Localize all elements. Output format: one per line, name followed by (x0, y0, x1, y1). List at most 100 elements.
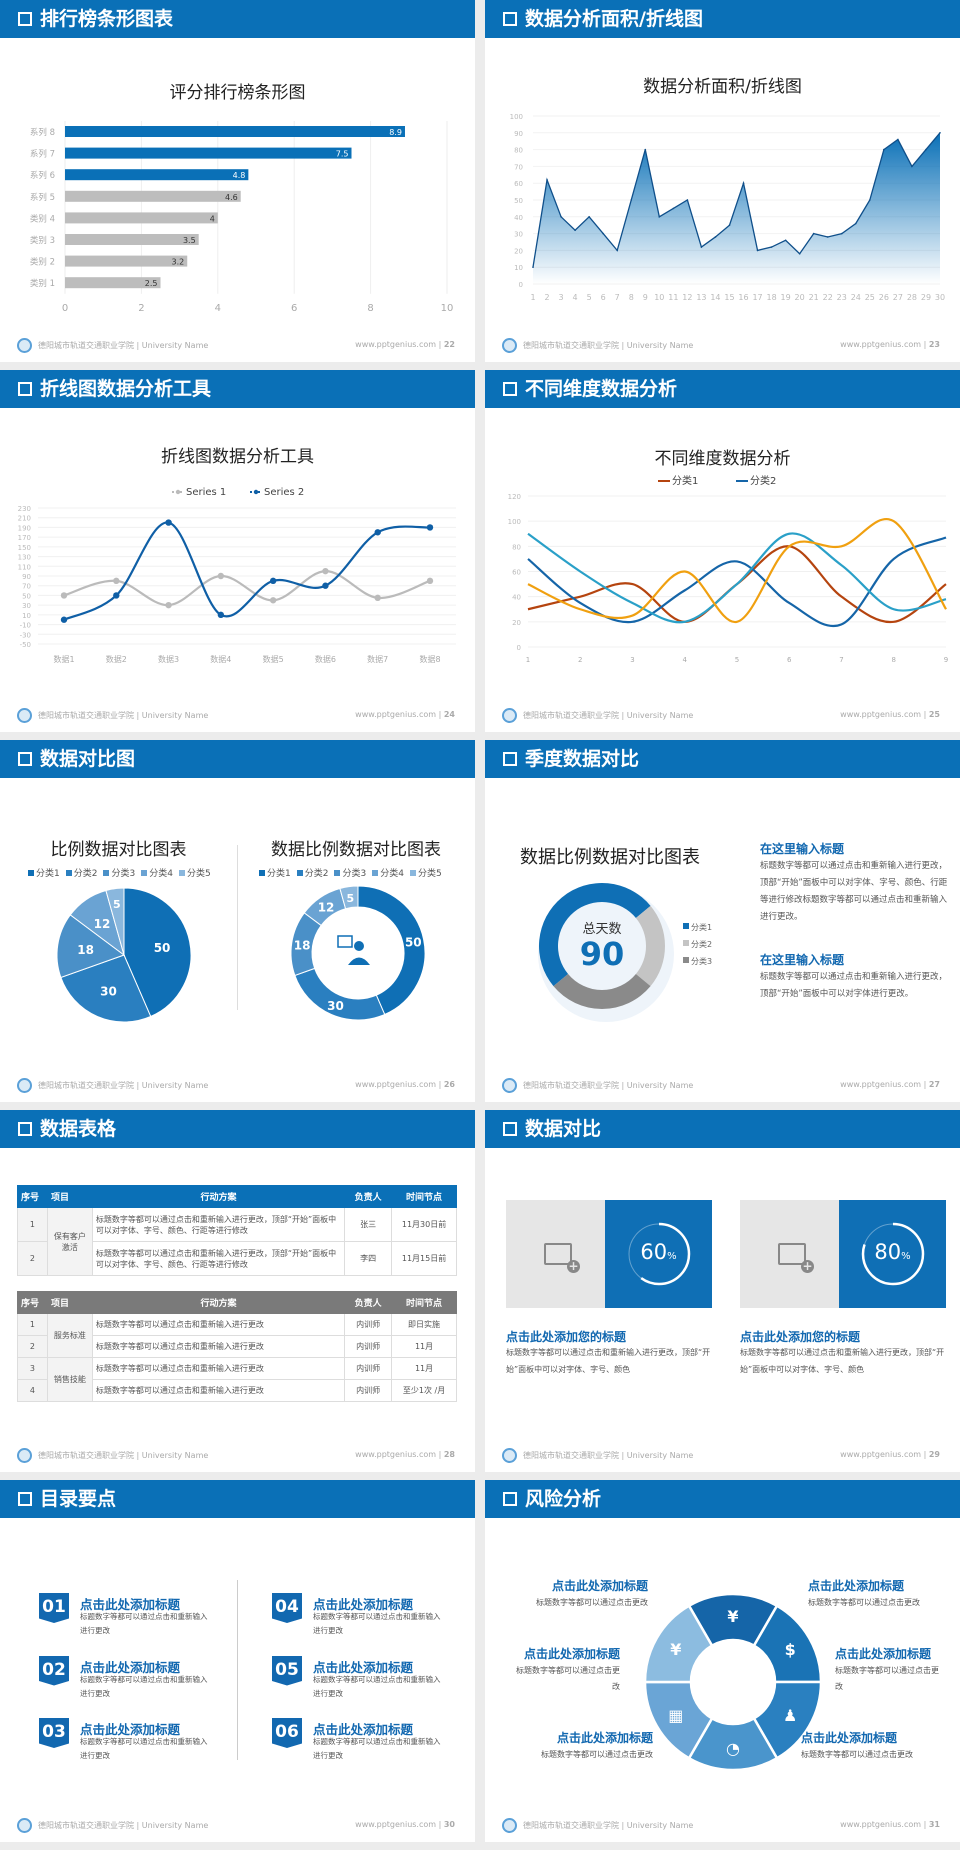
line-chart: 2302101901701501301109070503010-10-30-50… (18, 487, 456, 664)
data-point (165, 601, 172, 609)
checkbox-square-icon (18, 752, 32, 766)
data-point (574, 229, 576, 232)
x-tick-label: 15 (724, 293, 734, 302)
add-image-icon[interactable] (778, 1243, 814, 1273)
series-line (527, 518, 947, 623)
x-tick-label: 17 (752, 293, 762, 302)
y-tick-label: 100 (510, 113, 523, 121)
card-heading[interactable]: 点击此处添加您的标题 (506, 1330, 627, 1344)
data-point (60, 616, 68, 623)
risk-item-text: 标题数字等都可以通过点击更改 (835, 1666, 939, 1691)
bar (65, 147, 352, 159)
chart-title: 数据分析面积/折线图 (643, 77, 802, 97)
cell-time: 11月30日前 (391, 1207, 457, 1242)
risk-item-title[interactable]: 点击此处添加标题 (801, 1731, 898, 1745)
x-tick-label: 10 (654, 293, 664, 302)
x-tick-label: 8 (892, 656, 896, 664)
y-tick-label: 70 (514, 163, 523, 171)
data-point (113, 577, 120, 585)
school-logo (502, 1818, 517, 1833)
risk-item-title[interactable]: 点击此处添加标题 (835, 1647, 932, 1661)
risk-item-title[interactable]: 点击此处添加标题 (808, 1579, 905, 1593)
divider (237, 1580, 238, 1760)
bar (65, 234, 199, 245)
column-header: 负责人 (344, 1185, 393, 1208)
slide-title: 数据表格 (40, 1118, 117, 1140)
y-tick-label: 50 (514, 197, 523, 205)
item-number-badge: 03 (39, 1718, 69, 1748)
slice-label: 18 (294, 939, 311, 953)
legend-swatch (103, 870, 110, 876)
legend-marker (253, 489, 259, 495)
legend-swatch (141, 870, 148, 876)
footer-school: 德阳城市轨道交通职业学院 | University Name (523, 341, 694, 350)
cell-time: 至少1次 /月 (391, 1379, 457, 1402)
slice-分类2 (60, 954, 152, 1023)
cell-plan: 标题数字等都可以通过点击和重新输入进行更改 (91, 1357, 346, 1380)
card-heading[interactable]: 点击此处添加您的标题 (740, 1330, 861, 1344)
slice-分类3 (553, 974, 651, 1009)
checkbox-square-icon (503, 752, 517, 766)
y-tick-label: 80 (512, 543, 521, 551)
cell-time: 11月15日前 (391, 1241, 457, 1276)
risk-item-title[interactable]: 点击此处添加标题 (523, 1647, 620, 1661)
x-tick-label: 2 (138, 303, 144, 314)
bar (65, 126, 405, 137)
item-title[interactable]: 点击此处添加标题 (313, 1659, 414, 1675)
risk-item-title[interactable]: 点击此处添加标题 (551, 1579, 648, 1593)
x-tick-label: 11 (668, 293, 678, 302)
cell-owner: 内训师 (344, 1313, 393, 1336)
item-title[interactable]: 点击此处添加标题 (80, 1722, 181, 1737)
slide-multi-dimension: 不同维度数据分析 不同维度数据分析 0 20 40 60 80 100 120 1 2 3 4 5 6 7… (485, 370, 960, 732)
table-row: 1 服务标准 标题数字等都可以通过点击和重新输入进行更改 内训师 即日实施 (17, 1313, 457, 1358)
data-point (60, 592, 68, 599)
x-tick-label: 数据5 (263, 654, 284, 664)
school-logo (502, 1448, 517, 1463)
data-point (728, 224, 731, 226)
table-row: 2 标题数字等都可以通过点击和重新输入进行更改，顶部“开始”面板中可以对字体、字号… (17, 1241, 457, 1276)
legend-swatch (296, 870, 303, 876)
legend-swatch (28, 870, 34, 876)
slice-分类2 (635, 905, 665, 987)
slide-data-table: 数据表格 序号 项目 行动方案 负责人 时间节点 1 保有客户激活 标题数字等都可以通过点击和… (0, 1110, 475, 1472)
x-tick-label: 6 (291, 303, 297, 314)
y-tick-label: 70 (22, 583, 31, 591)
item-title[interactable]: 点击此处添加标题 (313, 1597, 414, 1612)
y-tick-label: 130 (18, 554, 31, 562)
pie-legend: 分类1 分类2 分类3 分类4 分类5 (22, 866, 211, 879)
slice-分类5 (105, 887, 125, 956)
slide-header: 数据分析面积/折线图 (485, 0, 960, 38)
page-number: 24 (443, 710, 455, 719)
column-header: 行动方案 (91, 1185, 346, 1208)
data-point (840, 232, 843, 235)
legend-label: 分类2 (750, 474, 776, 487)
block-heading: 在这里输入标题 (760, 842, 845, 856)
school-logo (502, 338, 517, 353)
slice-label: 12 (94, 917, 111, 931)
chart-title: 数据比例数据对比图表 (520, 847, 700, 868)
checkbox-square-icon (18, 382, 32, 396)
item-title[interactable]: 点击此处添加标题 (80, 1597, 181, 1612)
legend-label: 分类5 (417, 869, 442, 879)
x-tick-label: 1 (526, 656, 530, 664)
data-point (269, 577, 277, 585)
x-tick-label: 数据6 (315, 654, 336, 664)
page-number: 23 (928, 340, 940, 349)
add-image-icon[interactable] (544, 1243, 580, 1273)
action-table-1: 序号 项目 行动方案 负责人 时间节点 1 保有客户激活 标题数字等都可以通过点击和重新输入进… (17, 1185, 457, 1276)
legend-swatch (683, 957, 689, 963)
footer-url: www.pptgenius.com | 30 (355, 1820, 455, 1829)
cell-plan: 标题数字等都可以通过点击和重新输入进行更改 (91, 1335, 346, 1358)
x-tick-label: 数据8 (419, 654, 440, 664)
y-tick-label: -50 (20, 641, 31, 649)
item-title[interactable]: 点击此处添加标题 (80, 1659, 181, 1675)
slide-pie-compare: 数据对比图 比例数据对比图表 数据比例数据对比图表 分类1 分类2 分类3 分类4 分类… (0, 740, 475, 1102)
item-title[interactable]: 点击此处添加标题 (313, 1722, 414, 1737)
y-tick-label: 90 (514, 130, 523, 138)
column-header: 负责人 (344, 1291, 393, 1314)
risk-item-title[interactable]: 点击此处添加标题 (556, 1731, 653, 1745)
item-text: 标题数字等都可以通过点击和重新输入进行更改 (80, 1612, 208, 1635)
data-point (217, 572, 225, 580)
x-tick-label: 9 (944, 656, 948, 664)
